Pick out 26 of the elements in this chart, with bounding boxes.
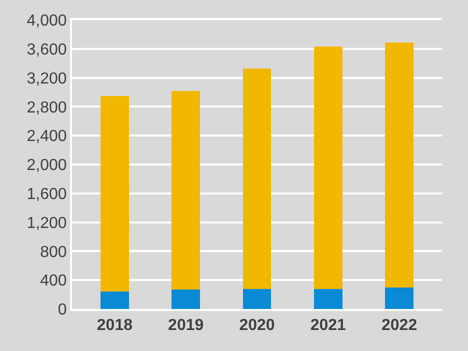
x-tick-label: 2019 (168, 317, 204, 334)
y-tick-label: 2,000 (26, 157, 67, 174)
bar (314, 46, 342, 289)
y-tick-label: 1,600 (26, 186, 67, 203)
x-tick-label: 2022 (382, 317, 418, 334)
x-tick-label: 2020 (239, 317, 275, 334)
bar (100, 96, 129, 292)
x-tick-label: 2018 (96, 317, 133, 334)
bar (385, 287, 414, 309)
y-tick-label: 800 (40, 244, 67, 261)
x-tick-label: 2021 (310, 317, 346, 334)
y-tick-label: 0 (58, 302, 67, 319)
bar (242, 68, 272, 289)
y-tick-label: 4,000 (26, 12, 67, 30)
bar (100, 292, 129, 309)
y-tick-label: 400 (40, 272, 67, 290)
bar (385, 42, 414, 288)
bar (314, 288, 342, 309)
y-tick-label: 2,400 (26, 128, 67, 146)
y-tick-label: 3,600 (26, 42, 67, 58)
bar (172, 90, 200, 290)
y-tick-label: 2,800 (26, 99, 67, 116)
bar (172, 289, 200, 309)
y-tick-label: 1,200 (26, 214, 67, 232)
y-tick-label: 3,200 (26, 70, 67, 88)
bar (242, 288, 272, 309)
